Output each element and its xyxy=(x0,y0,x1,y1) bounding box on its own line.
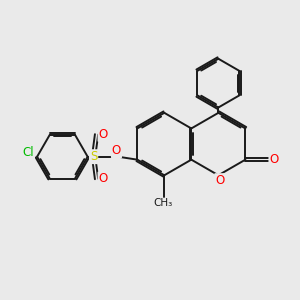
Text: Cl: Cl xyxy=(22,146,34,159)
Text: O: O xyxy=(215,174,224,187)
Text: O: O xyxy=(112,144,121,157)
Text: O: O xyxy=(98,128,108,141)
Text: O: O xyxy=(270,153,279,166)
Text: O: O xyxy=(98,172,108,185)
Text: S: S xyxy=(90,150,97,163)
Text: CH₃: CH₃ xyxy=(153,199,172,208)
